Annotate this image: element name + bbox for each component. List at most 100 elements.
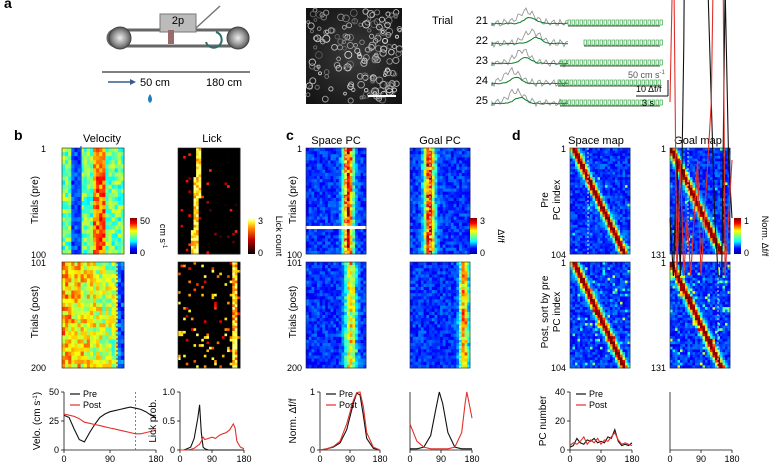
space-pc-pre-cell — [316, 148, 321, 152]
space-pc-pre-cell — [325, 148, 329, 152]
lick-cell-pre — [237, 227, 241, 231]
c-trials-pre-label: Trials (pre) — [288, 176, 299, 224]
lick-cell-post — [193, 333, 197, 337]
lick-cell-pre — [185, 230, 189, 234]
space-pc-post-cell — [325, 321, 329, 325]
space-pc-post-cell — [316, 321, 321, 325]
space-pc-pre-cell — [336, 157, 340, 161]
space-pc-pre-cell — [349, 241, 353, 246]
space-pc-pre-cell — [308, 151, 312, 155]
lick-cell-post — [201, 346, 205, 350]
trial-word: Trial — [432, 15, 453, 27]
space-pc-post-cell — [346, 262, 351, 266]
lick-cell-post — [214, 362, 218, 366]
space-pc-pre-cell — [352, 154, 356, 158]
velocity-cell-pre — [111, 176, 116, 182]
lick-cell-pre — [198, 203, 202, 207]
lick-cell-pre — [224, 158, 228, 162]
lick-cell-pre — [237, 193, 241, 197]
lick-cell-pre — [214, 227, 218, 231]
lick-cell-pre — [201, 198, 205, 202]
space-pc-post-cell — [363, 265, 367, 269]
velocity-cell-post — [86, 327, 91, 332]
space-pc-post-cell — [306, 265, 310, 269]
lick-tick — [611, 59, 615, 66]
lick-cell-post — [216, 320, 220, 324]
space-pc-pre-cell — [341, 166, 345, 171]
velocity-cell-post — [96, 327, 100, 332]
velocity-cell-pre — [65, 160, 69, 165]
lick-cell-post — [193, 341, 197, 345]
space-pc-post-cell — [352, 302, 356, 307]
lick-cell-pre — [188, 206, 192, 210]
goal-pc-pre-cell — [456, 154, 460, 158]
lick-cell-pre — [234, 230, 238, 234]
lick-cell-post — [211, 283, 215, 287]
space-pc-pre-cell — [330, 250, 334, 255]
velocity-cell-post — [120, 363, 125, 369]
velocity-cell-pre — [89, 201, 94, 206]
lick-cell-pre — [224, 148, 228, 152]
lick-cell-pre — [224, 235, 228, 239]
velocity-cell-post — [99, 323, 103, 328]
space-pc-post-cell — [311, 299, 315, 303]
lick-cell-post — [234, 307, 238, 311]
space-pc-post-cell — [325, 355, 329, 360]
velocity-cell-post — [74, 298, 78, 304]
lick-cell-post — [221, 304, 225, 308]
velocity-cell-pre — [77, 237, 81, 243]
lick-cell-pre — [178, 161, 181, 165]
space-pc-pre-cell — [360, 154, 364, 158]
space-pc-pre-cell — [322, 219, 326, 224]
lick-cell-pre — [221, 211, 225, 215]
space-pc-post-cell — [341, 330, 345, 335]
lick-cell-pre — [211, 222, 215, 226]
velocity-cell-pre — [83, 164, 88, 169]
velocity-cell-post — [89, 306, 94, 312]
lick-cell-post — [216, 336, 220, 340]
velocity-cell-post — [105, 331, 109, 336]
lick-cell-post — [193, 277, 197, 281]
lick-cell-pre — [201, 235, 205, 239]
velocity-cell-pre — [96, 213, 100, 218]
lick-cell-pre — [219, 190, 223, 194]
velocity-cell-post — [77, 327, 81, 332]
lick-cell-pre — [193, 161, 197, 165]
lick-cell-pre — [229, 230, 233, 234]
goal-pc-pre-cell — [445, 151, 449, 155]
space-pc-post-cell — [341, 302, 345, 307]
space-pc-pre-cell — [355, 204, 359, 208]
goal-pc-pre-cell — [434, 163, 438, 168]
lick-cell-post — [201, 307, 205, 311]
space-pc-pre-cell — [341, 172, 345, 177]
lick-cell-post — [206, 315, 210, 319]
space-pc-pre-cell — [319, 182, 323, 186]
series-line-post — [180, 422, 245, 451]
velocity-cell-post — [105, 274, 109, 279]
space-pc-pre-cell — [341, 197, 345, 202]
lick-cell-pre — [214, 238, 218, 242]
space-pc-post-cell — [311, 277, 315, 282]
velocity-cell-pre — [89, 237, 94, 243]
space-pc-post-cell — [308, 318, 312, 322]
velocity-cell-pre — [62, 213, 66, 218]
velocity-cell-post — [105, 298, 109, 304]
space-pc-post-cell — [336, 265, 340, 269]
goal-pc-pre-cell — [461, 148, 465, 152]
velocity-cell-post — [83, 315, 88, 320]
velocity-cell-pre — [80, 168, 85, 173]
space-pc-pre-cell — [363, 163, 367, 168]
space-pc-pre-cell — [308, 148, 312, 152]
lick-cell-post — [206, 341, 210, 345]
velocity-cell-post — [83, 286, 88, 291]
velocity-cell-pre — [105, 168, 109, 173]
lick-cell-pre — [206, 235, 210, 239]
lick-cell-pre — [234, 155, 238, 159]
space-pc-post-cell — [363, 321, 367, 325]
velocity-cell-pre — [114, 221, 119, 226]
goal-pc-pre-cell — [418, 154, 422, 158]
lick-cell-pre — [211, 163, 215, 167]
velocity-cell-post — [108, 363, 112, 369]
lick-cell-pre — [227, 171, 231, 175]
space-pc-post-cell — [319, 364, 323, 369]
